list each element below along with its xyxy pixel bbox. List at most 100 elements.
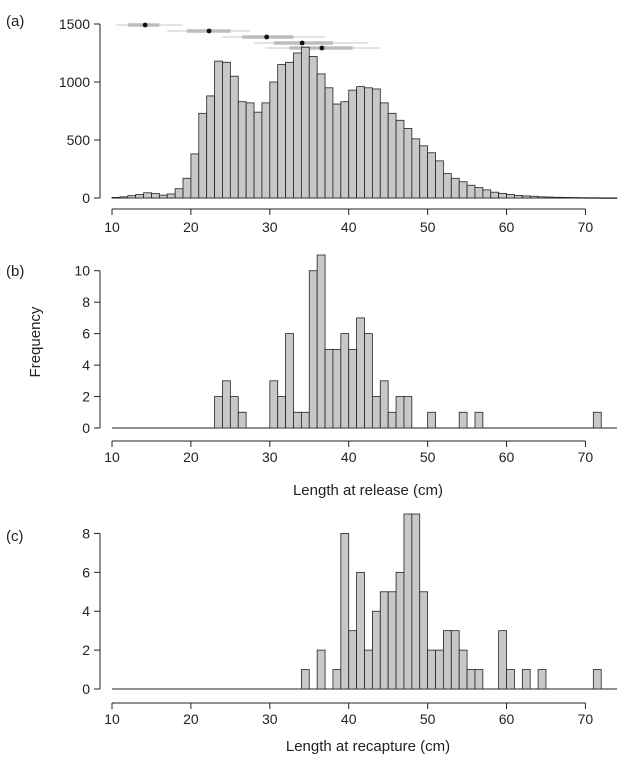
histogram-bar: [592, 411, 602, 429]
histogram-bar: [143, 192, 152, 199]
histogram-bar: [561, 197, 571, 199]
x-tick-label: 60: [499, 449, 515, 465]
x-tick-label: 30: [262, 219, 278, 235]
histogram-bar: [253, 111, 263, 199]
histogram-bar: [364, 87, 373, 199]
y-tick-label: 4: [82, 603, 90, 619]
histogram-bar: [387, 591, 397, 690]
histogram-bar: [340, 333, 350, 429]
histogram-bar: [427, 152, 436, 199]
histogram-bar: [316, 649, 326, 690]
histogram-bar: [237, 101, 247, 199]
histogram-bar: [111, 197, 121, 199]
histogram-bar: [545, 196, 555, 199]
panel-b: (b) Frequency Length at release (cm) 0 2 4…: [6, 254, 617, 499]
x-tick-label: 60: [499, 219, 515, 235]
histogram-bar: [119, 196, 129, 199]
histogram-bar: [261, 102, 271, 199]
histogram-bar: [553, 196, 563, 199]
x-tick-label: 20: [183, 219, 199, 235]
x-tick-label: 40: [341, 219, 357, 235]
panel-b-label: (b): [6, 263, 24, 280]
histogram-bar: [537, 669, 547, 690]
x-tick-label: 70: [578, 449, 594, 465]
histogram-bar: [427, 411, 436, 429]
histogram-bar: [340, 101, 350, 199]
histogram-bar: [395, 571, 405, 690]
histogram-bar: [332, 669, 342, 690]
histogram-bar: [356, 86, 365, 199]
y-tick-label: 4: [82, 357, 90, 373]
histogram-bar: [222, 380, 231, 429]
histogram-bar: [340, 533, 350, 690]
histogram-bar: [592, 197, 602, 199]
histogram-bar: [300, 46, 310, 199]
y-tick-label: 2: [82, 389, 90, 405]
histogram-bar: [569, 197, 578, 199]
histogram-bar: [537, 196, 547, 199]
histogram-bar: [356, 317, 365, 429]
interval-point: [206, 28, 212, 34]
histogram-bar: [190, 153, 200, 199]
histogram-bar: [379, 591, 389, 690]
histogram-bar: [332, 348, 342, 429]
histogram-bar: [166, 193, 176, 199]
y-tick-label: 0: [82, 190, 90, 206]
histogram-bar: [269, 81, 279, 199]
x-tick-label: 10: [104, 711, 120, 727]
histogram-bar: [474, 187, 484, 199]
histogram-bar: [300, 411, 310, 429]
histogram-bar: [458, 649, 468, 690]
histogram-bar: [277, 396, 286, 429]
histogram-bar: [419, 145, 429, 199]
histogram-bar: [435, 160, 444, 199]
histogram-bar: [443, 173, 452, 199]
histogram-bar: [395, 119, 405, 199]
interval-point: [319, 45, 325, 51]
x-tick-label: 50: [420, 449, 436, 465]
histogram-bar: [198, 112, 208, 199]
x-tick-label: 10: [104, 219, 120, 235]
histogram-bar: [332, 103, 342, 199]
x-tick-label: 30: [262, 711, 278, 727]
x-tick-label: 20: [183, 449, 199, 465]
histogram-bar: [498, 192, 507, 199]
histogram-bar: [466, 184, 476, 199]
histogram-bar: [466, 669, 476, 690]
y-tick-label: 0: [82, 420, 90, 436]
x-tick-label: 60: [499, 711, 515, 727]
histogram-bar: [585, 197, 594, 199]
panel-a-intervals: [115, 22, 381, 51]
histogram-bar: [293, 52, 302, 199]
interval-point: [142, 22, 148, 28]
y-tick-label: 6: [82, 326, 90, 342]
histogram-bar: [348, 348, 358, 429]
panel-a: (a) 0 500 1000 1500 10 20 30 40 50 60 70: [6, 13, 618, 235]
histogram-bar: [435, 649, 444, 690]
histogram-bar: [285, 61, 294, 199]
histogram-bar: [506, 194, 515, 199]
histogram-bar: [348, 630, 358, 690]
histogram-bar: [403, 513, 413, 690]
y-tick-label: 0: [82, 681, 90, 697]
y-tick-label: 2: [82, 642, 90, 658]
x-tick-label: 40: [341, 449, 357, 465]
histogram-bar: [151, 193, 160, 199]
histogram-bar: [403, 127, 413, 199]
panel-c-bars: [112, 513, 617, 690]
histogram-bar: [222, 61, 231, 199]
y-tick-label: 6: [82, 564, 90, 580]
y-tick-label: 8: [82, 294, 90, 310]
histogram-bar: [308, 56, 318, 199]
histogram-bar: [379, 380, 389, 429]
histogram-bar: [395, 396, 405, 429]
x-tick-label: 20: [183, 711, 199, 727]
interval-point: [299, 40, 305, 46]
x-tick-label: 10: [104, 449, 120, 465]
histogram-bar: [135, 194, 144, 199]
histogram-bar: [387, 411, 397, 429]
histogram-bar: [364, 333, 373, 429]
x-tick-label: 70: [578, 711, 594, 727]
histogram-bar: [158, 194, 168, 199]
